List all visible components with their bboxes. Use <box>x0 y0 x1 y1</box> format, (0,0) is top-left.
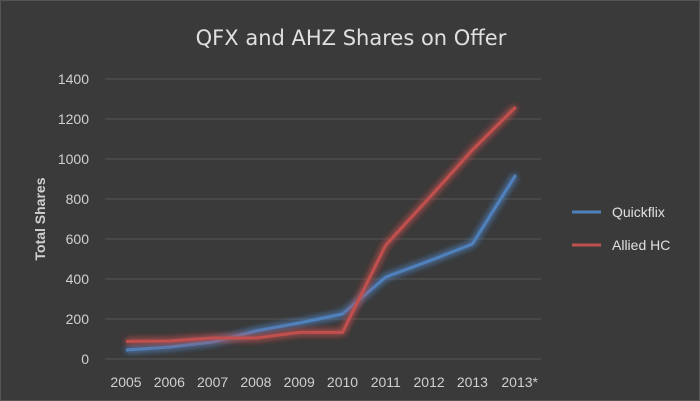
y-tick-label: 1400 <box>58 71 89 87</box>
x-tick-label: 2006 <box>154 374 185 390</box>
y-tick-label: 1200 <box>58 111 89 127</box>
series-line-allied-hc <box>125 105 517 343</box>
y-tick-label: 800 <box>66 191 90 207</box>
x-tick-label: 2010 <box>327 374 358 390</box>
x-tick-label: 2013* <box>501 374 538 390</box>
y-axis-label: Total Shares <box>32 177 48 260</box>
gridlines <box>105 78 541 360</box>
y-tick-label: 400 <box>66 271 90 287</box>
y-tick-label: 600 <box>66 231 90 247</box>
y-tick-label: 200 <box>66 311 90 327</box>
x-tick-label: 2012 <box>414 374 445 390</box>
y-tick-label: 1000 <box>58 151 89 167</box>
legend-label: Quickflix <box>612 204 665 220</box>
y-axis-ticks: 0 200 400 600 800 1000 1200 1400 <box>58 71 89 367</box>
series-line-quickflix <box>125 174 517 352</box>
x-tick-label: 2011 <box>371 374 401 390</box>
x-tick-label: 2008 <box>240 374 271 390</box>
legend-label: Allied HC <box>612 237 670 253</box>
x-tick-label: 2009 <box>284 374 315 390</box>
chart-title: QFX and AHZ Shares on Offer <box>196 26 507 50</box>
y-tick-label: 0 <box>81 351 89 367</box>
series-lines <box>125 105 517 352</box>
x-axis-ticks: 2005 2006 2007 2008 2009 2010 2011 2012 2013 2013… <box>110 374 538 390</box>
legend: Quickflix Allied HC <box>572 204 670 253</box>
x-tick-label: 2013 <box>457 374 488 390</box>
x-tick-label: 2005 <box>110 374 141 390</box>
x-tick-label: 2007 <box>197 374 228 390</box>
